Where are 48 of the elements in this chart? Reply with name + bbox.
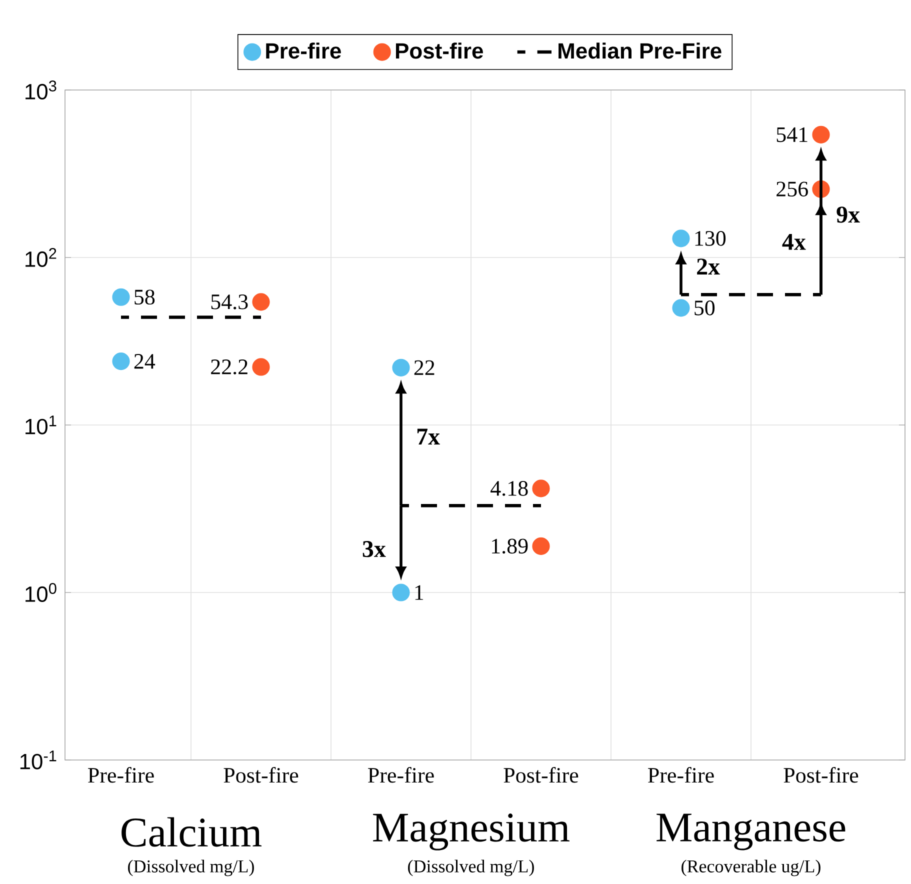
x-tick-label: Pre-fire bbox=[88, 767, 154, 783]
y-tick-label: 10$^{2}$ bbox=[26, 248, 56, 267]
point bbox=[252, 358, 270, 376]
annotation: 3x bbox=[362, 540, 386, 558]
point bbox=[392, 358, 410, 376]
data-label: 130 bbox=[695, 231, 726, 246]
point bbox=[112, 288, 130, 306]
x-tick-label: Pre-fire bbox=[368, 767, 434, 783]
point bbox=[672, 230, 690, 248]
annotation: 2x bbox=[697, 258, 720, 274]
x-tick-label: Post-fire bbox=[784, 767, 858, 783]
legend-label: Pre-fire bbox=[266, 42, 341, 59]
x-tick-label: Post-fire bbox=[504, 767, 578, 783]
text: (Dissolved mg/L) bbox=[408, 860, 534, 876]
data-label: 22.2 bbox=[211, 360, 248, 374]
data-label: 22 bbox=[414, 360, 434, 375]
y-tick-label: 10$^{3}$ bbox=[26, 80, 56, 100]
text: Calcium bbox=[122, 817, 262, 847]
point bbox=[392, 584, 410, 602]
text: Manganese bbox=[656, 814, 846, 850]
point bbox=[532, 480, 550, 498]
data-label: 24 bbox=[134, 354, 156, 369]
point bbox=[532, 537, 550, 555]
data-label: 541 bbox=[776, 127, 808, 142]
y-tick-label: 10$^{1}$ bbox=[26, 416, 56, 434]
legend-label: Median Pre-Fire bbox=[558, 42, 722, 59]
data-label: 54.3 bbox=[211, 294, 248, 310]
y-tick-label: 10$^{0}$ bbox=[26, 583, 56, 602]
text: (Recoverable ug/L) bbox=[682, 860, 820, 876]
data-label: 58 bbox=[134, 290, 155, 305]
data-label: 50 bbox=[694, 300, 715, 316]
data-label: 1.89 bbox=[492, 538, 528, 554]
data-label: 4.18 bbox=[490, 480, 528, 496]
point bbox=[672, 299, 690, 317]
legend-label: Post-fire bbox=[396, 42, 483, 59]
text: Magnesium bbox=[373, 814, 570, 850]
data-label: 256 bbox=[776, 182, 808, 197]
y-tick-label: 10$^{-1}$ bbox=[20, 750, 56, 770]
data-label: 1 bbox=[415, 585, 424, 600]
point bbox=[112, 352, 130, 370]
annotation: 7x bbox=[417, 428, 440, 444]
x-tick-label: Pre-fire bbox=[648, 767, 714, 783]
annotation: 4x bbox=[782, 234, 806, 250]
point bbox=[252, 293, 270, 311]
annotation: 9x bbox=[836, 206, 860, 223]
text: (Dissolved mg/L) bbox=[128, 860, 254, 876]
x-tick-label: Post-fire bbox=[224, 767, 298, 783]
point bbox=[812, 126, 830, 144]
